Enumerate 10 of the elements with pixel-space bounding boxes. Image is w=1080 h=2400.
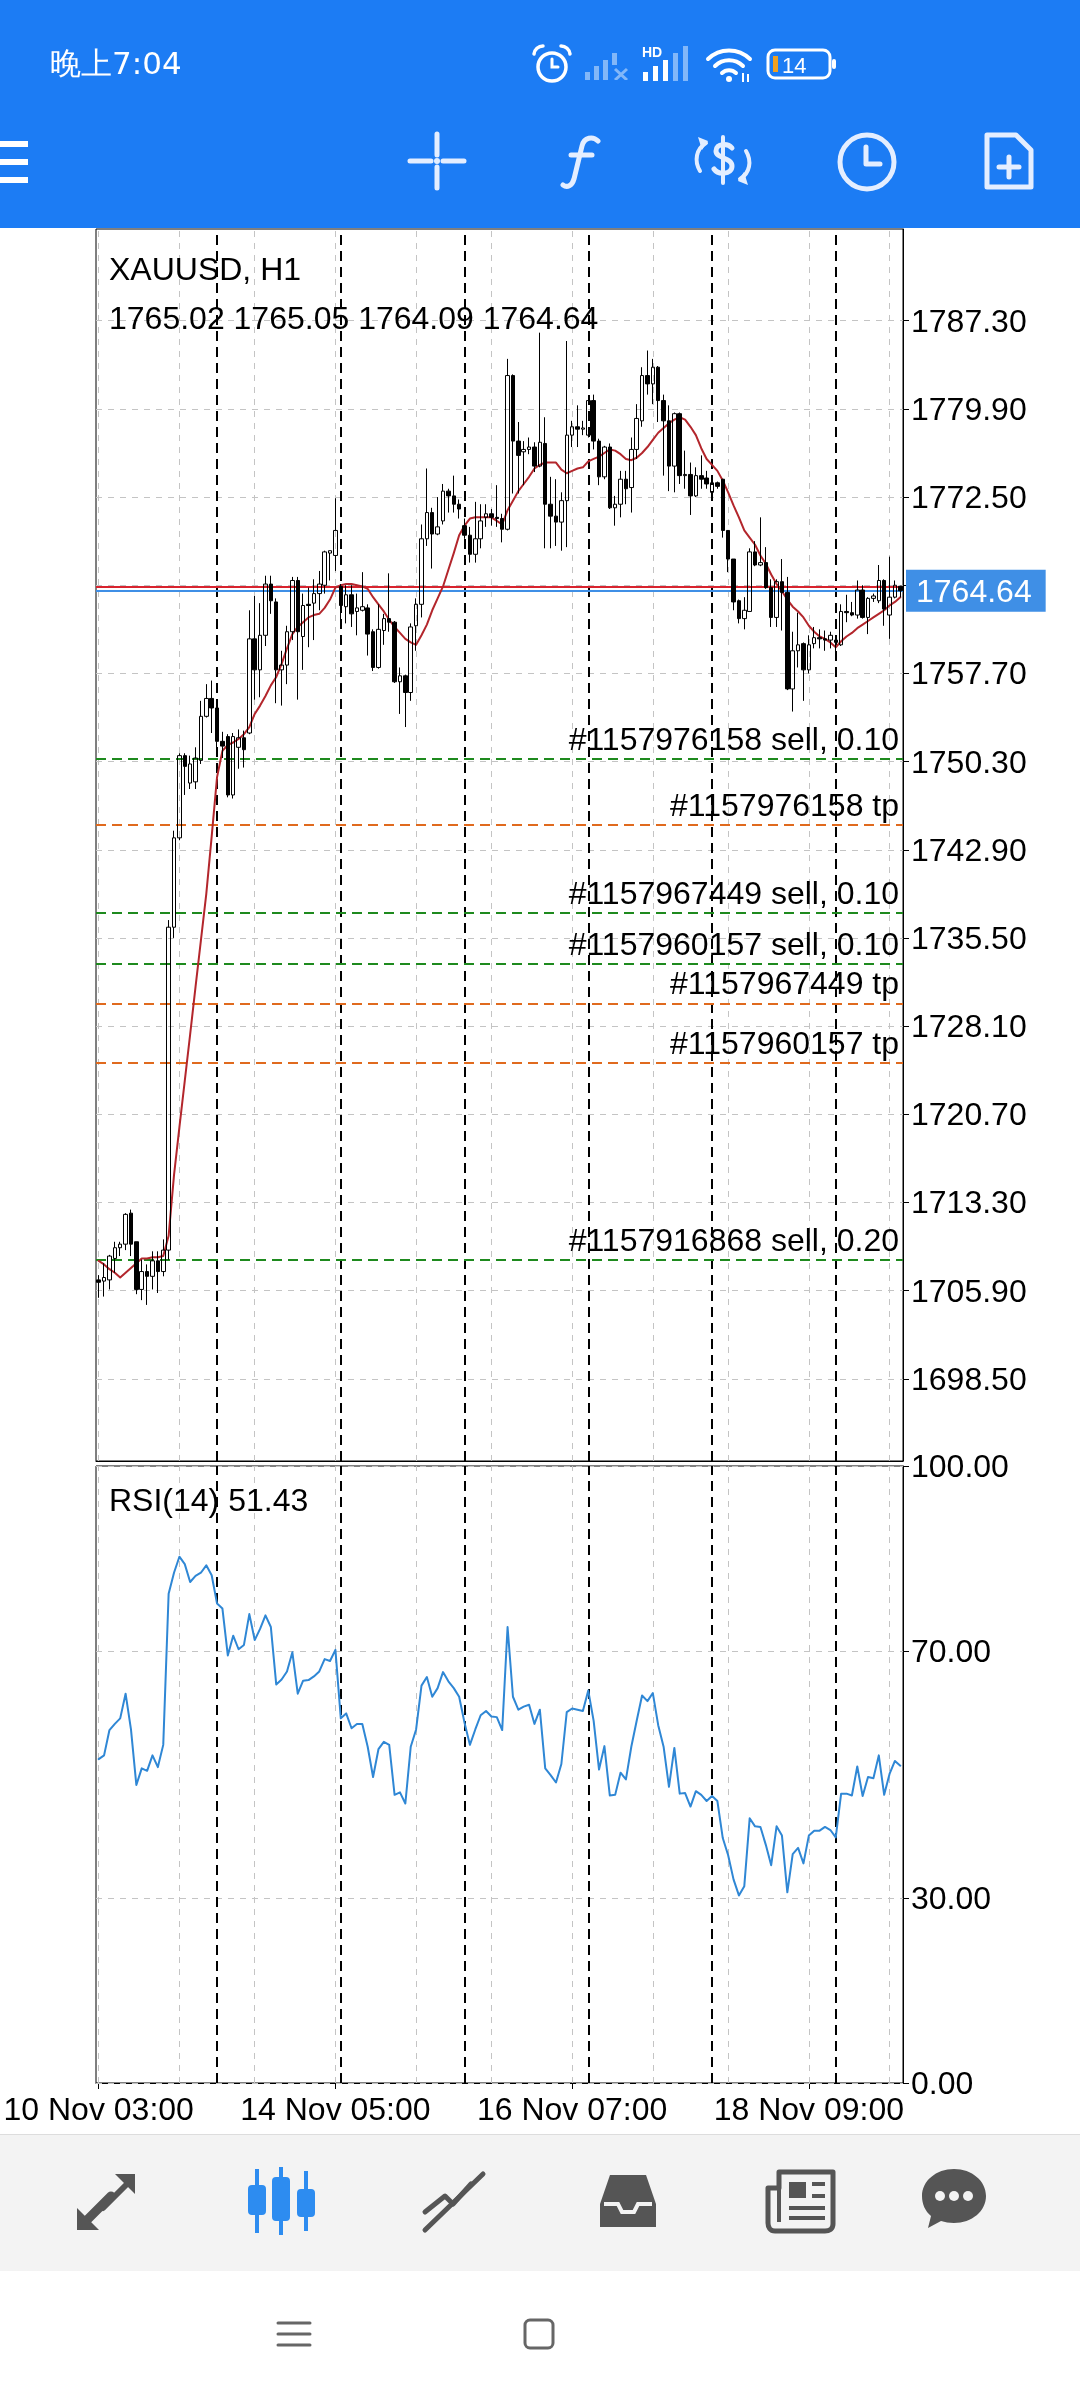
y-tick-label: 30.00 — [911, 1879, 992, 1916]
x-tick-label: 18 Nov 09:00 — [713, 2091, 905, 2127]
y-tick-label: 70.00 — [911, 1633, 992, 1670]
text: RSI(14) 51.43 — [109, 1482, 309, 1518]
y-tick-label: 100.00 — [911, 1448, 1009, 1484]
x-tick-label: 14 Nov 05:00 — [240, 2091, 431, 2127]
x-tick-label: 10 Nov 03:00 — [3, 2091, 194, 2127]
x-tick-label: 16 Nov 07:00 — [476, 2091, 668, 2127]
line-series — [97, 1555, 902, 1897]
y-tick-label: 0.00 — [911, 2065, 974, 2101]
